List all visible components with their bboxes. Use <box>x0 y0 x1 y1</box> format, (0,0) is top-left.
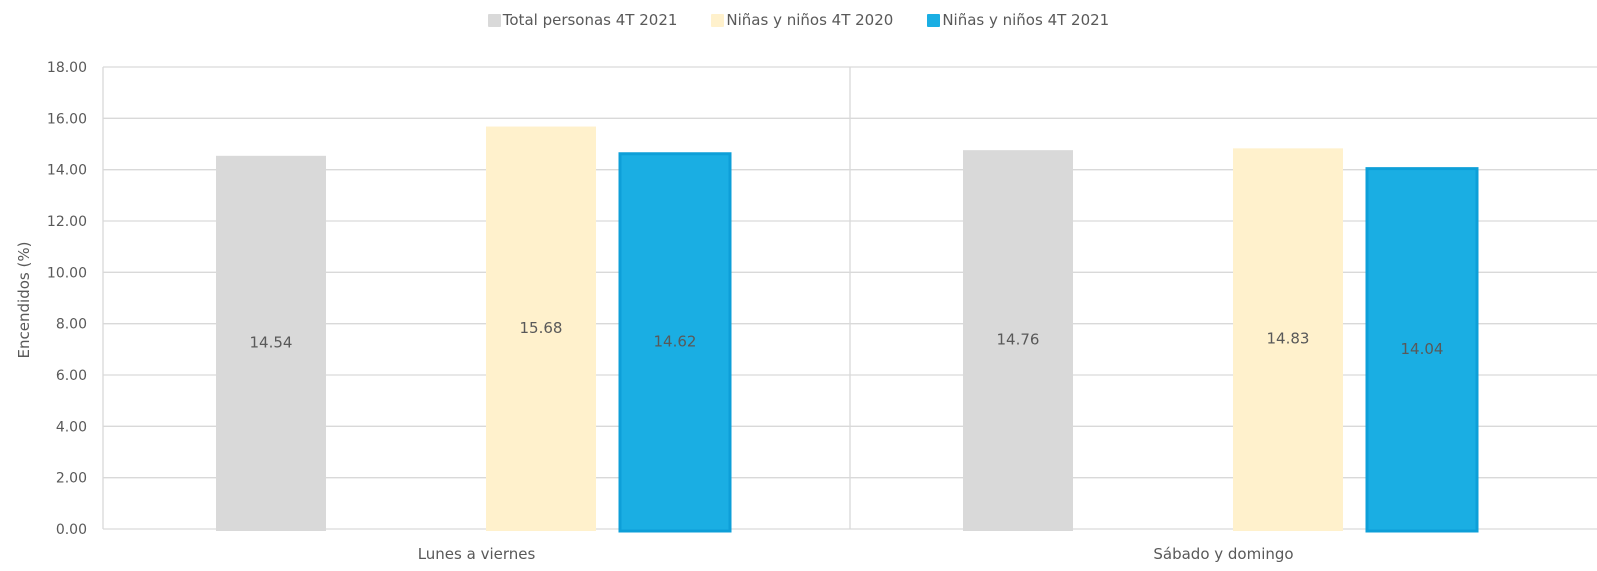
y-tick-label: 4.00 <box>56 419 87 435</box>
legend-label: Total personas 4T 2021 <box>502 11 678 29</box>
legend-label: Niñas y niños 4T 2021 <box>942 11 1110 29</box>
legend-swatch <box>711 13 725 27</box>
bar <box>216 155 326 531</box>
data-label: 14.83 <box>1267 330 1310 348</box>
y-axis-title: Encendidos (%) <box>15 242 33 359</box>
bar <box>486 126 596 532</box>
data-label: 14.62 <box>654 332 697 350</box>
data-label: 15.68 <box>520 319 563 337</box>
bar <box>1365 167 1479 533</box>
legend-swatch <box>487 13 501 27</box>
y-tick-label: 14.00 <box>47 163 87 179</box>
x-category-label: Sábado y domingo <box>1153 545 1293 563</box>
y-tick-label: 2.00 <box>56 471 87 487</box>
data-label: 14.76 <box>997 331 1040 349</box>
y-tick-label: 18.00 <box>47 60 87 76</box>
y-tick-label: 6.00 <box>56 368 87 384</box>
y-tick-label: 8.00 <box>56 317 87 333</box>
y-tick-label: 16.00 <box>47 111 87 127</box>
y-tick-label: 0.00 <box>56 522 87 538</box>
legend-label: Niñas y niños 4T 2020 <box>726 11 894 29</box>
legend-item: Total personas 4T 2021 <box>487 11 678 29</box>
legend-item: Niñas y niños 4T 2020 <box>711 11 893 29</box>
legend-swatch <box>927 13 941 27</box>
legend-item: Niñas y niños 4T 2021 <box>927 11 1109 29</box>
bar <box>963 150 1073 531</box>
data-label: 14.04 <box>1401 340 1444 358</box>
x-category-label: Lunes a viernes <box>418 545 536 563</box>
legend: Total personas 4T 2021 Niñas y niños 4T 2… <box>0 8 1597 32</box>
y-tick-label: 12.00 <box>47 214 87 230</box>
data-label: 14.54 <box>250 333 293 351</box>
bar <box>1233 148 1343 531</box>
bar <box>618 152 732 533</box>
y-tick-label: 10.00 <box>47 265 87 281</box>
